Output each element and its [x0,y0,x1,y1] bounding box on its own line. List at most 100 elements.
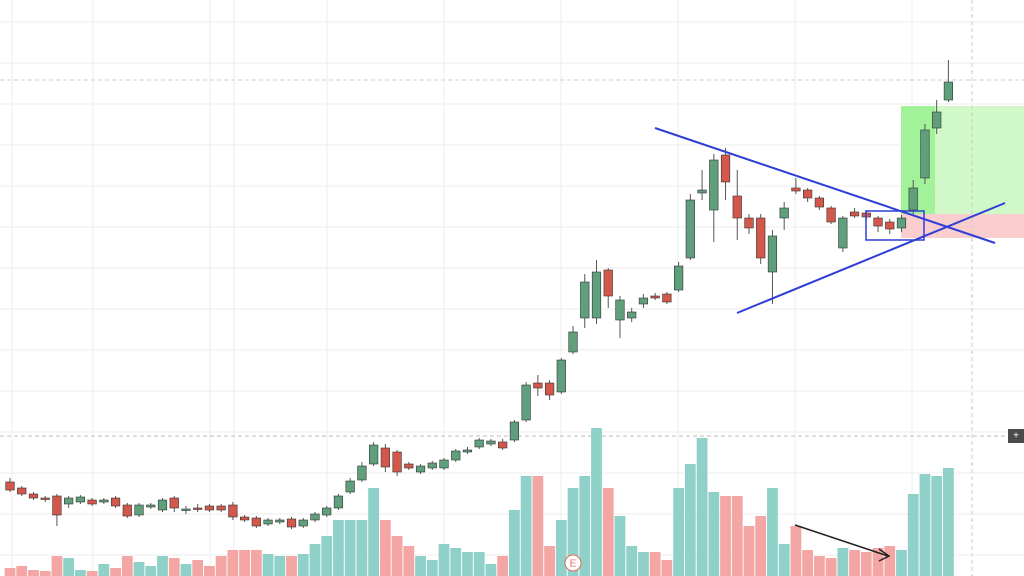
candle-body [720,154,731,183]
volume-bar [356,520,368,576]
volume-bar [227,550,239,576]
candle-body [181,508,191,511]
candle-body [838,217,848,249]
volume-bar [638,552,649,576]
target-zone-highlight [901,106,935,214]
candle-body [322,507,332,516]
volume-bar [872,548,884,576]
earnings-badge[interactable] [564,554,582,572]
candle-body [64,497,74,505]
volume-bar [16,566,28,576]
volume-bar [274,556,286,576]
candle-body [122,504,132,517]
candle-body [333,495,344,509]
candle-body [697,189,707,194]
volume-bar [344,520,356,576]
candle-body [814,197,824,208]
volume-bar [86,571,98,576]
volume-bar [813,556,825,576]
volume-bar [649,552,661,576]
candle-body [87,499,97,505]
candle-body [580,281,590,319]
candle-body [451,450,461,461]
candle-body [345,480,355,493]
volume-bar [168,558,180,576]
volume-bar [438,544,450,576]
volume-bar [297,554,309,576]
candle-body [779,207,789,219]
volume-bar [555,520,567,576]
volume-bar [262,554,274,576]
add-button-label: + [1013,431,1019,442]
candle-body [826,207,836,223]
candle-body [756,217,766,259]
candle-body [415,465,426,473]
candle-body [568,331,578,353]
volume-bar [379,520,391,576]
volume-bar [520,476,532,576]
volume-bar [778,544,790,576]
volume-bar [157,556,168,576]
volume-bar [907,494,919,576]
volume-bar [333,520,344,576]
candle-body [732,195,742,219]
candle-body [920,129,930,179]
trend-line [736,202,1006,314]
volume-bar [485,564,497,576]
candle-body [157,499,168,511]
candle-body [228,504,238,518]
candle-body [932,111,942,129]
volume-bar [743,526,755,576]
candle-body [849,211,860,217]
volume-bar [837,548,849,576]
volume-bar [508,510,520,576]
volume-bar [309,544,321,576]
candle-body [52,495,62,516]
volume-bar [180,564,192,576]
add-button[interactable] [1008,429,1024,443]
volume-bar [790,526,802,576]
volume-bar [98,564,110,576]
candle-body [591,271,602,319]
volume-bar [250,550,262,576]
candle-body [603,269,613,297]
volume-bar [567,488,579,576]
volume-bar [4,568,16,576]
volume-bar [544,546,555,576]
volume-bar [286,556,297,576]
candle-body [908,187,918,211]
volume-bar [51,556,63,576]
candle-body [873,217,883,227]
volume-bar [849,550,860,576]
volume-bar [239,550,250,576]
volume-bar [943,468,954,576]
volume-bar [919,474,931,576]
candle-body [369,444,379,465]
candle-body [99,499,109,503]
volume-bar [403,546,415,576]
candle-body [286,518,297,528]
volume-bar [591,428,602,576]
volume-bar [931,476,943,576]
volume-bar [755,516,767,576]
candle-body [803,189,813,199]
trend-line [654,127,996,244]
candle-body [685,199,695,259]
candle-body [509,421,519,441]
earnings-label: E [570,559,577,570]
arrow-head [878,548,891,562]
candle-body [521,384,531,421]
volume-bar [204,566,215,576]
volume-bar [368,488,380,576]
candle-body [134,504,144,516]
candle-body [5,481,15,491]
volume-bar [614,516,626,576]
candle-body [638,297,649,305]
candle-body [439,459,449,469]
candle-body [204,505,215,511]
volume-bar [215,556,227,576]
volume-bar [133,562,145,576]
volume-bar [896,550,907,576]
candle-body [709,159,719,211]
candle-body [40,497,50,500]
